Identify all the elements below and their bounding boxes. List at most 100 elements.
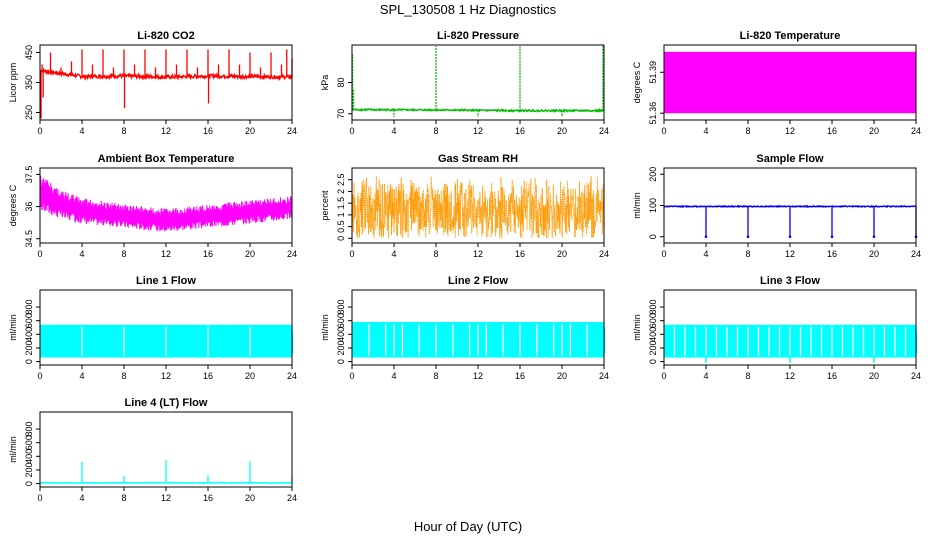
panel-line-4-lt-flow-y-label: ml/min (8, 436, 18, 463)
panel-line-4-lt-flow-y-tick-label: 0 (24, 481, 34, 486)
panel-li-820-co2-x-tick-label: 8 (121, 126, 126, 136)
panel-sample-flow-y-tick-label: 100 (648, 198, 658, 213)
panel-line-3-flow-x-tick-label: 12 (785, 371, 795, 381)
panel-li-820-temperature-x-tick-label: 12 (785, 126, 795, 136)
panel-sample-flow-x-tick-label: 12 (785, 249, 795, 259)
panel-sample-flow-x-axis: 0 4 8 12 16 20 24 (661, 243, 921, 259)
panel-line-3-flow-x-tick-label: 4 (703, 371, 708, 381)
panel-line-4-lt-flow-title: Line 4 (LT) Flow (125, 397, 208, 409)
panel-li-820-temperature: Li-820 Temperature 0 4 8 12 16 20 24 51.36 51.39 d… (632, 30, 921, 136)
panel-gas-stream-rh-x-tick-label: 16 (515, 249, 525, 259)
panel-line-3-flow-y-tick-label: 0 (648, 359, 658, 364)
panel-line-4-lt-flow-x-tick-label: 12 (161, 493, 171, 503)
panel-sample-flow-x-tick-label: 20 (869, 249, 879, 259)
figure-title: SPL_130508 1 Hz Diagnostics (380, 2, 557, 17)
panel-ambient-box-temperature-x-tick-label: 8 (121, 249, 126, 259)
panel-gas-stream-rh-x-tick-label: 4 (391, 249, 396, 259)
panel-li-820-pressure-x-tick-label: 12 (473, 126, 483, 136)
panel-line-3-flow-x-tick-label: 8 (745, 371, 750, 381)
panel-li-820-pressure-series (351, 46, 605, 117)
panel-li-820-temperature-x-axis: 0 4 8 12 16 20 24 (661, 120, 921, 136)
panel-line-1-flow-x-tick-label: 16 (203, 371, 213, 381)
panel-gas-stream-rh-y-label: percent (320, 190, 330, 221)
panel-li-820-pressure-title: Li-820 Pressure (437, 30, 519, 42)
panel-gas-stream-rh-x-axis: 0 4 8 12 16 20 24 (349, 243, 609, 259)
panel-li-820-pressure-x-tick-label: 0 (349, 126, 354, 136)
panel-li-820-temperature-x-tick-label: 24 (911, 126, 921, 136)
panel-ambient-box-temperature-series (39, 175, 293, 232)
panel-line-2-flow-x-tick-label: 12 (473, 371, 483, 381)
panel-li-820-co2-series (39, 49, 293, 119)
panel-ambient-box-temperature-x-tick-label: 0 (37, 249, 42, 259)
panel-li-820-pressure-y-tick-label: 80 (336, 77, 346, 87)
panel-sample-flow: Sample Flow 0 4 8 12 16 20 24 0 100 200 ml/min (632, 153, 921, 259)
panel-sample-flow-y-label: ml/min (632, 192, 642, 219)
panel-gas-stream-rh-y-tick-label: 1 (336, 212, 346, 217)
panel-line-1-flow-series (40, 324, 293, 358)
panel-line-4-lt-flow-x-tick-label: 8 (121, 493, 126, 503)
panel-sample-flow-x-tick-label: 0 (661, 249, 666, 259)
panel-line-4-lt-flow: Line 4 (LT) Flow 0 4 8 12 16 20 24 0 200400600800… (8, 397, 297, 503)
panel-line-4-lt-flow-x-tick-label: 24 (287, 493, 297, 503)
panel-ambient-box-temperature-x-tick-label: 24 (287, 249, 297, 259)
panel-li-820-co2-x-axis: 0 4 8 12 16 20 24 (37, 120, 297, 136)
panel-li-820-pressure-x-tick-label: 20 (557, 126, 567, 136)
panel-li-820-co2-x-tick-label: 24 (287, 126, 297, 136)
panel-line-1-flow-y-tick-label: 400 (24, 327, 34, 342)
panel-line-1-flow-y-tick-label: 600 (24, 313, 34, 328)
panel-ambient-box-temperature-y-axis: 34.5 36 37.5 (24, 166, 40, 247)
panel-li-820-co2-x-tick-label: 12 (161, 126, 171, 136)
panel-line-1-flow-x-tick-label: 24 (287, 371, 297, 381)
panel-sample-flow-x-tick-label: 16 (827, 249, 837, 259)
panel-li-820-temperature-x-tick-label: 20 (869, 126, 879, 136)
panel-li-820-co2-y-axis: 250 350 450 (24, 45, 40, 120)
panel-line-3-flow-x-tick-label: 24 (911, 371, 921, 381)
panel-sample-flow-y-tick-label: 200 (648, 167, 658, 182)
panel-ambient-box-temperature-x-tick-label: 20 (245, 249, 255, 259)
panel-li-820-co2-x-tick-label: 0 (37, 126, 42, 136)
panel-line-1-flow-title: Line 1 Flow (136, 275, 196, 287)
panel-line-1-flow-x-tick-label: 8 (121, 371, 126, 381)
panel-li-820-temperature-fill (664, 51, 916, 114)
panel-line-3-flow-y-tick-label: 800 (648, 300, 658, 315)
panel-gas-stream-rh-y-tick-label: 2.5 (336, 173, 346, 186)
panel-line-2-flow-x-tick-label: 16 (515, 371, 525, 381)
panel-li-820-pressure-y-label: kPa (320, 75, 330, 91)
panel-li-820-co2-title: Li-820 CO2 (137, 30, 194, 42)
panel-gas-stream-rh-y-tick-label: 0.5 (336, 220, 346, 233)
panel-line-4-lt-flow-y-tick-label: 200 (24, 462, 34, 477)
panel-gas-stream-rh-series (351, 176, 605, 239)
panel-line-4-lt-flow-y-tick-label: 600 (24, 435, 34, 450)
panel-li-820-temperature-x-tick-label: 16 (827, 126, 837, 136)
panel-li-820-temperature-y-tick-label: 51.36 (648, 102, 658, 125)
panel-line-2-flow-x-axis: 0 4 8 12 16 20 24 (349, 365, 609, 381)
panel-line-2-flow-y-label: ml/min (320, 314, 330, 341)
panel-li-820-co2-x-tick-label: 16 (203, 126, 213, 136)
panel-li-820-temperature-x-tick-label: 0 (661, 126, 666, 136)
panel-gas-stream-rh: Gas Stream RH 0 4 8 12 16 20 24 0 0.5 1 1.5 2 2.5 perc… (320, 153, 609, 259)
panel-line-2-flow-y-tick-label: 400 (336, 327, 346, 342)
panel-li-820-pressure: Li-820 Pressure 0 4 8 12 16 20 24 70 80 kPa (320, 30, 609, 136)
panel-li-820-co2-x-tick-label: 4 (79, 126, 84, 136)
panel-li-820-temperature-y-label: degrees C (632, 61, 642, 103)
panel-ambient-box-temperature-x-axis: 0 4 8 12 16 20 24 (37, 243, 297, 259)
panel-ambient-box-temperature: Ambient Box Temperature 0 4 8 12 16 20 24 34.5 36… (8, 153, 297, 259)
panel-line-4-lt-flow-x-tick-label: 20 (245, 493, 255, 503)
panel-line-3-flow-x-axis: 0 4 8 12 16 20 24 (661, 365, 921, 381)
panel-gas-stream-rh-x-tick-label: 8 (433, 249, 438, 259)
panel-line-4-lt-flow-x-tick-label: 4 (79, 493, 84, 503)
panel-line-3-flow-x-tick-label: 0 (661, 371, 666, 381)
panel-li-820-co2-y-label: Licor ppm (8, 63, 18, 103)
panel-line-2-flow-x-tick-label: 0 (349, 371, 354, 381)
panel-gas-stream-rh-y-tick-label: 0 (336, 236, 346, 241)
panel-ambient-box-temperature-y-tick-label: 37.5 (24, 166, 34, 184)
panel-gas-stream-rh-title: Gas Stream RH (438, 153, 518, 165)
panel-ambient-box-temperature-x-tick-label: 16 (203, 249, 213, 259)
panel-li-820-temperature-y-axis: 51.36 51.39 (648, 61, 664, 124)
panel-line-1-flow-x-tick-label: 20 (245, 371, 255, 381)
panel-sample-flow-dip-point (704, 235, 708, 239)
